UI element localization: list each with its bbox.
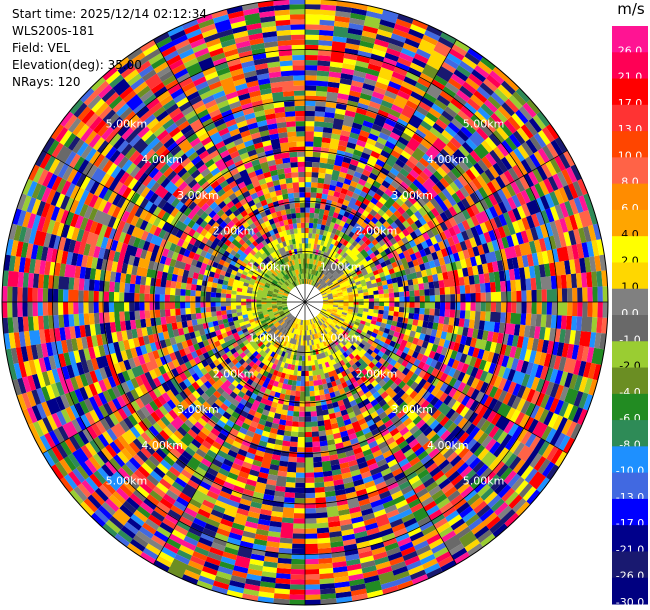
gate-group xyxy=(2,25,603,590)
colorbar-segment xyxy=(612,26,648,53)
range-ring-label: 2.00km xyxy=(213,225,255,238)
gate-group xyxy=(17,4,587,606)
colorbar-segment xyxy=(612,315,648,342)
gate-group xyxy=(17,34,603,595)
range-ring-label: 3.00km xyxy=(391,403,433,416)
azimuth-spoke xyxy=(153,301,306,565)
azimuth-spoke xyxy=(304,301,457,565)
azimuth-spoke xyxy=(304,150,568,303)
range-ring-label: 2.00km xyxy=(356,225,398,238)
range-ring-label: 4.00km xyxy=(141,153,183,166)
colorbar-segment xyxy=(612,525,648,552)
range-ring-label: 5.00km xyxy=(463,117,505,130)
colorbar-segment xyxy=(612,577,648,605)
range-ring-label: 5.00km xyxy=(106,475,148,488)
colorbar-segment xyxy=(612,393,648,421)
colorbar-segment xyxy=(612,367,648,395)
azimuth-spoke xyxy=(42,301,306,454)
colorbar-segment xyxy=(612,262,648,290)
range-ring-label: 2.00km xyxy=(213,367,255,380)
colorbar-segment xyxy=(612,209,648,237)
colorbar-segment xyxy=(612,104,648,132)
colorbar-segment xyxy=(612,131,648,158)
range-ring-label: 1.00km xyxy=(320,260,362,273)
range-ring-label: 3.00km xyxy=(391,189,433,202)
nrays: NRays: 120 xyxy=(12,75,81,89)
range-ring-label: 2.00km xyxy=(356,367,398,380)
colorbar: 26.021.017.013.010.08.06.04.02.01.00.0-1… xyxy=(612,26,648,609)
header-info: Start time: 2025/12/14 02:12:34 WLS200s-… xyxy=(12,6,207,91)
range-ring-label: 5.00km xyxy=(106,117,148,130)
range-ring-labels: 1.00km 1.00km 1.00km 1.00km 2.00km 2.00km 2.00… xyxy=(106,117,505,487)
colorbar-segment xyxy=(612,157,648,185)
range-ring-label: 3.00km xyxy=(177,403,219,416)
range-ring-label: 4.00km xyxy=(427,153,469,166)
colorbar-segment xyxy=(612,551,648,579)
colorbar-segment xyxy=(612,236,648,263)
azimuth-spoke xyxy=(42,150,306,303)
radar-gates xyxy=(2,0,609,606)
field-name: Field: VEL xyxy=(12,41,71,55)
range-ring-label: 5.00km xyxy=(463,475,505,488)
range-ring-label: 1.00km xyxy=(320,332,362,345)
colorbar-segment xyxy=(612,341,648,369)
colorbar-tick: -30.0 xyxy=(616,596,644,609)
range-ring-label: 4.00km xyxy=(141,439,183,452)
start-time: Start time: 2025/12/14 02:12:34 xyxy=(12,7,207,21)
gate-group xyxy=(7,4,605,605)
range-ring-label: 3.00km xyxy=(177,189,219,202)
azimuth-spoke xyxy=(153,39,306,303)
gate-group xyxy=(2,4,584,595)
colorbar-segment xyxy=(612,183,648,211)
colorbar-segment xyxy=(612,498,648,526)
range-ring-label: 1.00km xyxy=(249,260,291,273)
instrument-name: WLS200s-181 xyxy=(12,24,95,38)
colorbar-segment xyxy=(612,288,648,316)
range-ring-label: 1.00km xyxy=(249,332,291,345)
azimuth-spoke xyxy=(304,301,568,454)
colorbar-segment xyxy=(612,420,648,447)
range-ring-label: 4.00km xyxy=(427,439,469,452)
azimuth-spokes xyxy=(2,0,608,605)
azimuth-spoke xyxy=(304,39,457,303)
colorbar-unit: m/s xyxy=(617,0,645,18)
elevation: Elevation(deg): 35.00 xyxy=(12,58,142,72)
colorbar-segment xyxy=(612,52,648,80)
colorbar-segment xyxy=(612,78,648,106)
colorbar-segment xyxy=(612,472,648,500)
colorbar-segment xyxy=(612,446,648,474)
